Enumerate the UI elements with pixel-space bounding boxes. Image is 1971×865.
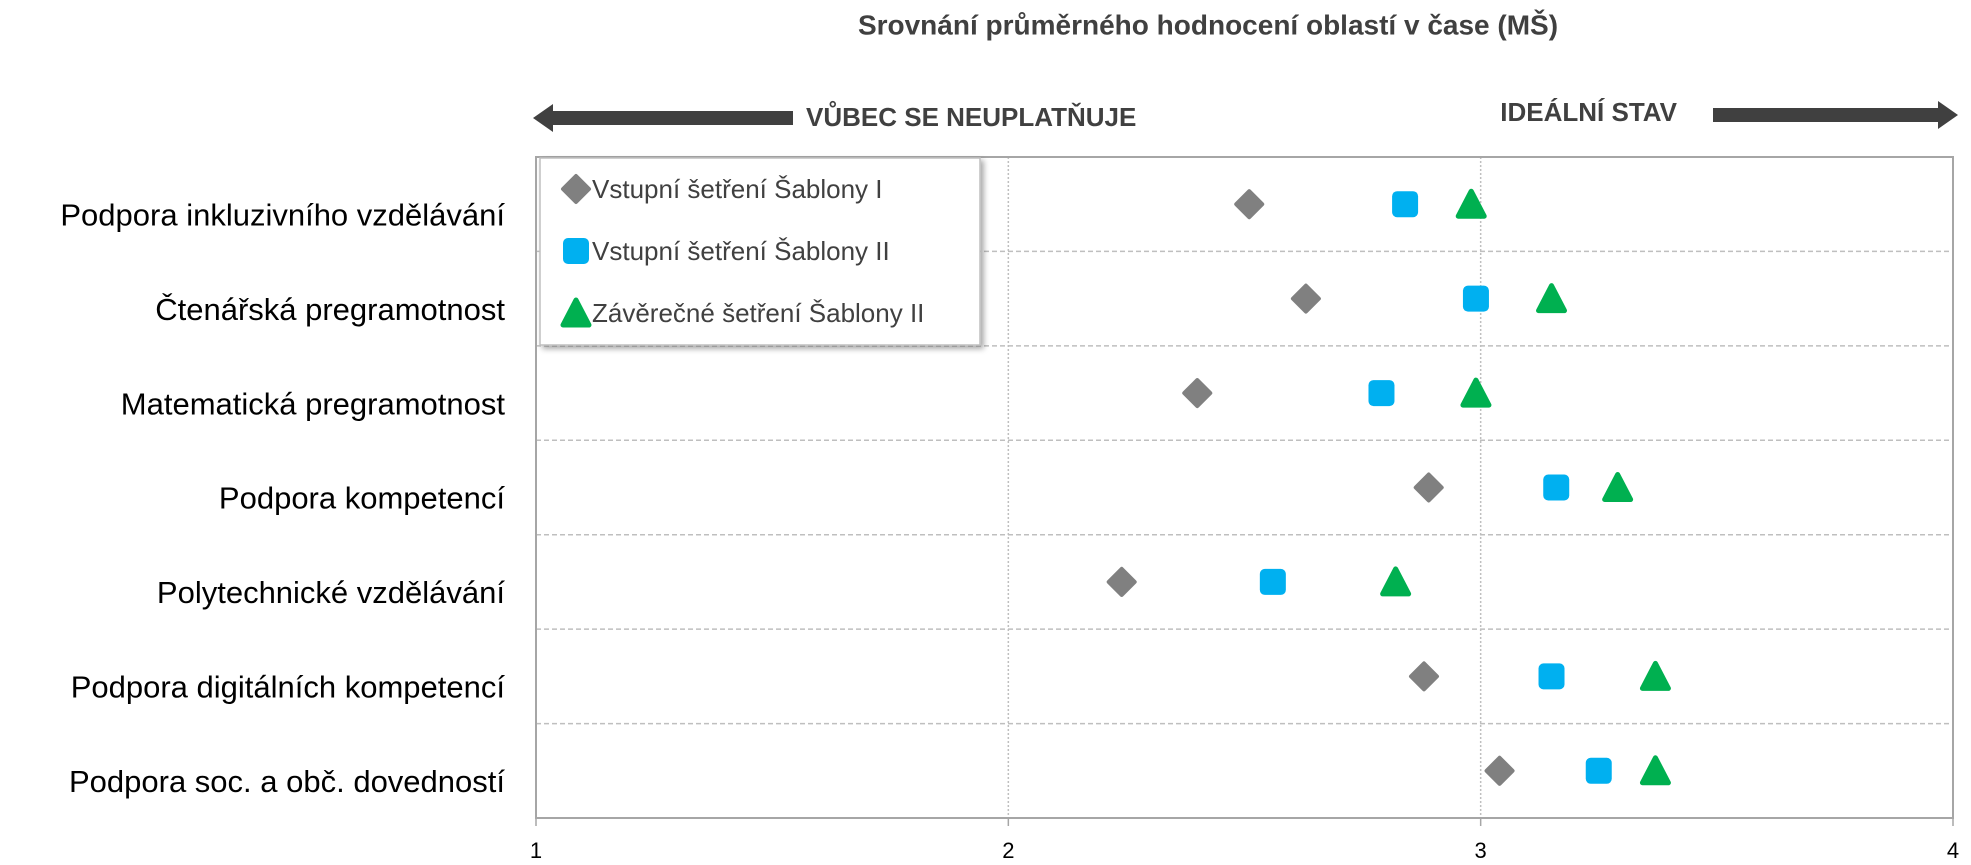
y-tick-label: Podpora digitálních kompetencí	[71, 670, 506, 705]
legend-marker	[561, 174, 591, 204]
legend-label: Závěrečné šetření Šablony II	[592, 298, 924, 328]
data-point	[1462, 285, 1489, 312]
data-point	[1639, 660, 1671, 691]
legend-box	[539, 157, 981, 346]
data-point	[1484, 755, 1515, 786]
data-point	[1585, 757, 1612, 784]
data-point	[1602, 472, 1634, 502]
y-tick-label: Podpora kompetencí	[219, 481, 505, 516]
data-point	[1455, 188, 1487, 219]
x-tick-label: 4	[1947, 838, 1959, 863]
y-tick-label: Čtenářská pregramotnost	[155, 292, 505, 327]
left-arrow	[533, 104, 793, 132]
data-point	[1368, 380, 1395, 407]
right-arrow	[1713, 101, 1958, 129]
data-point	[1543, 474, 1570, 501]
data-point	[1536, 283, 1568, 314]
legend-label: Vstupní šetření Šablony II	[592, 236, 890, 266]
y-tick-label: Polytechnické vzdělávání	[157, 575, 505, 610]
y-tick-label: Podpora soc. a obč. dovedností	[69, 764, 505, 799]
data-point	[1413, 472, 1444, 503]
data-point	[1460, 377, 1492, 408]
plot-border	[535, 156, 1954, 819]
chart-title: Srovnání průměrného hodnocení oblastí v …	[858, 8, 1558, 40]
data-point	[1639, 755, 1671, 786]
data-point	[1392, 191, 1419, 218]
legend: Vstupní šetření Šablony I Vstupní šetření…	[539, 157, 981, 346]
data-point	[1106, 566, 1137, 597]
data-point	[1290, 283, 1321, 314]
data-point	[1182, 378, 1213, 409]
data-point	[1380, 566, 1412, 597]
data-point	[1408, 661, 1439, 692]
data-point	[1538, 663, 1565, 690]
x-tick-label: 1	[530, 838, 542, 863]
y-tick-label: Podpora inkluzivního vzdělávání	[60, 197, 505, 232]
x-tick-label: 3	[1475, 838, 1487, 863]
data-point	[1234, 189, 1265, 220]
legend-marker	[560, 297, 592, 328]
legend-marker	[563, 238, 589, 264]
legend-label: Vstupní šetření Šablony I	[592, 174, 883, 204]
annotation: IDEÁLNÍ STAV	[1500, 97, 1677, 127]
y-tick-label: Matematická pregramotnost	[121, 386, 506, 421]
x-tick-label: 2	[1002, 838, 1014, 863]
annotation: VŮBEC SE NEUPLATŇUJE	[806, 100, 1136, 132]
data-point	[1259, 568, 1286, 595]
